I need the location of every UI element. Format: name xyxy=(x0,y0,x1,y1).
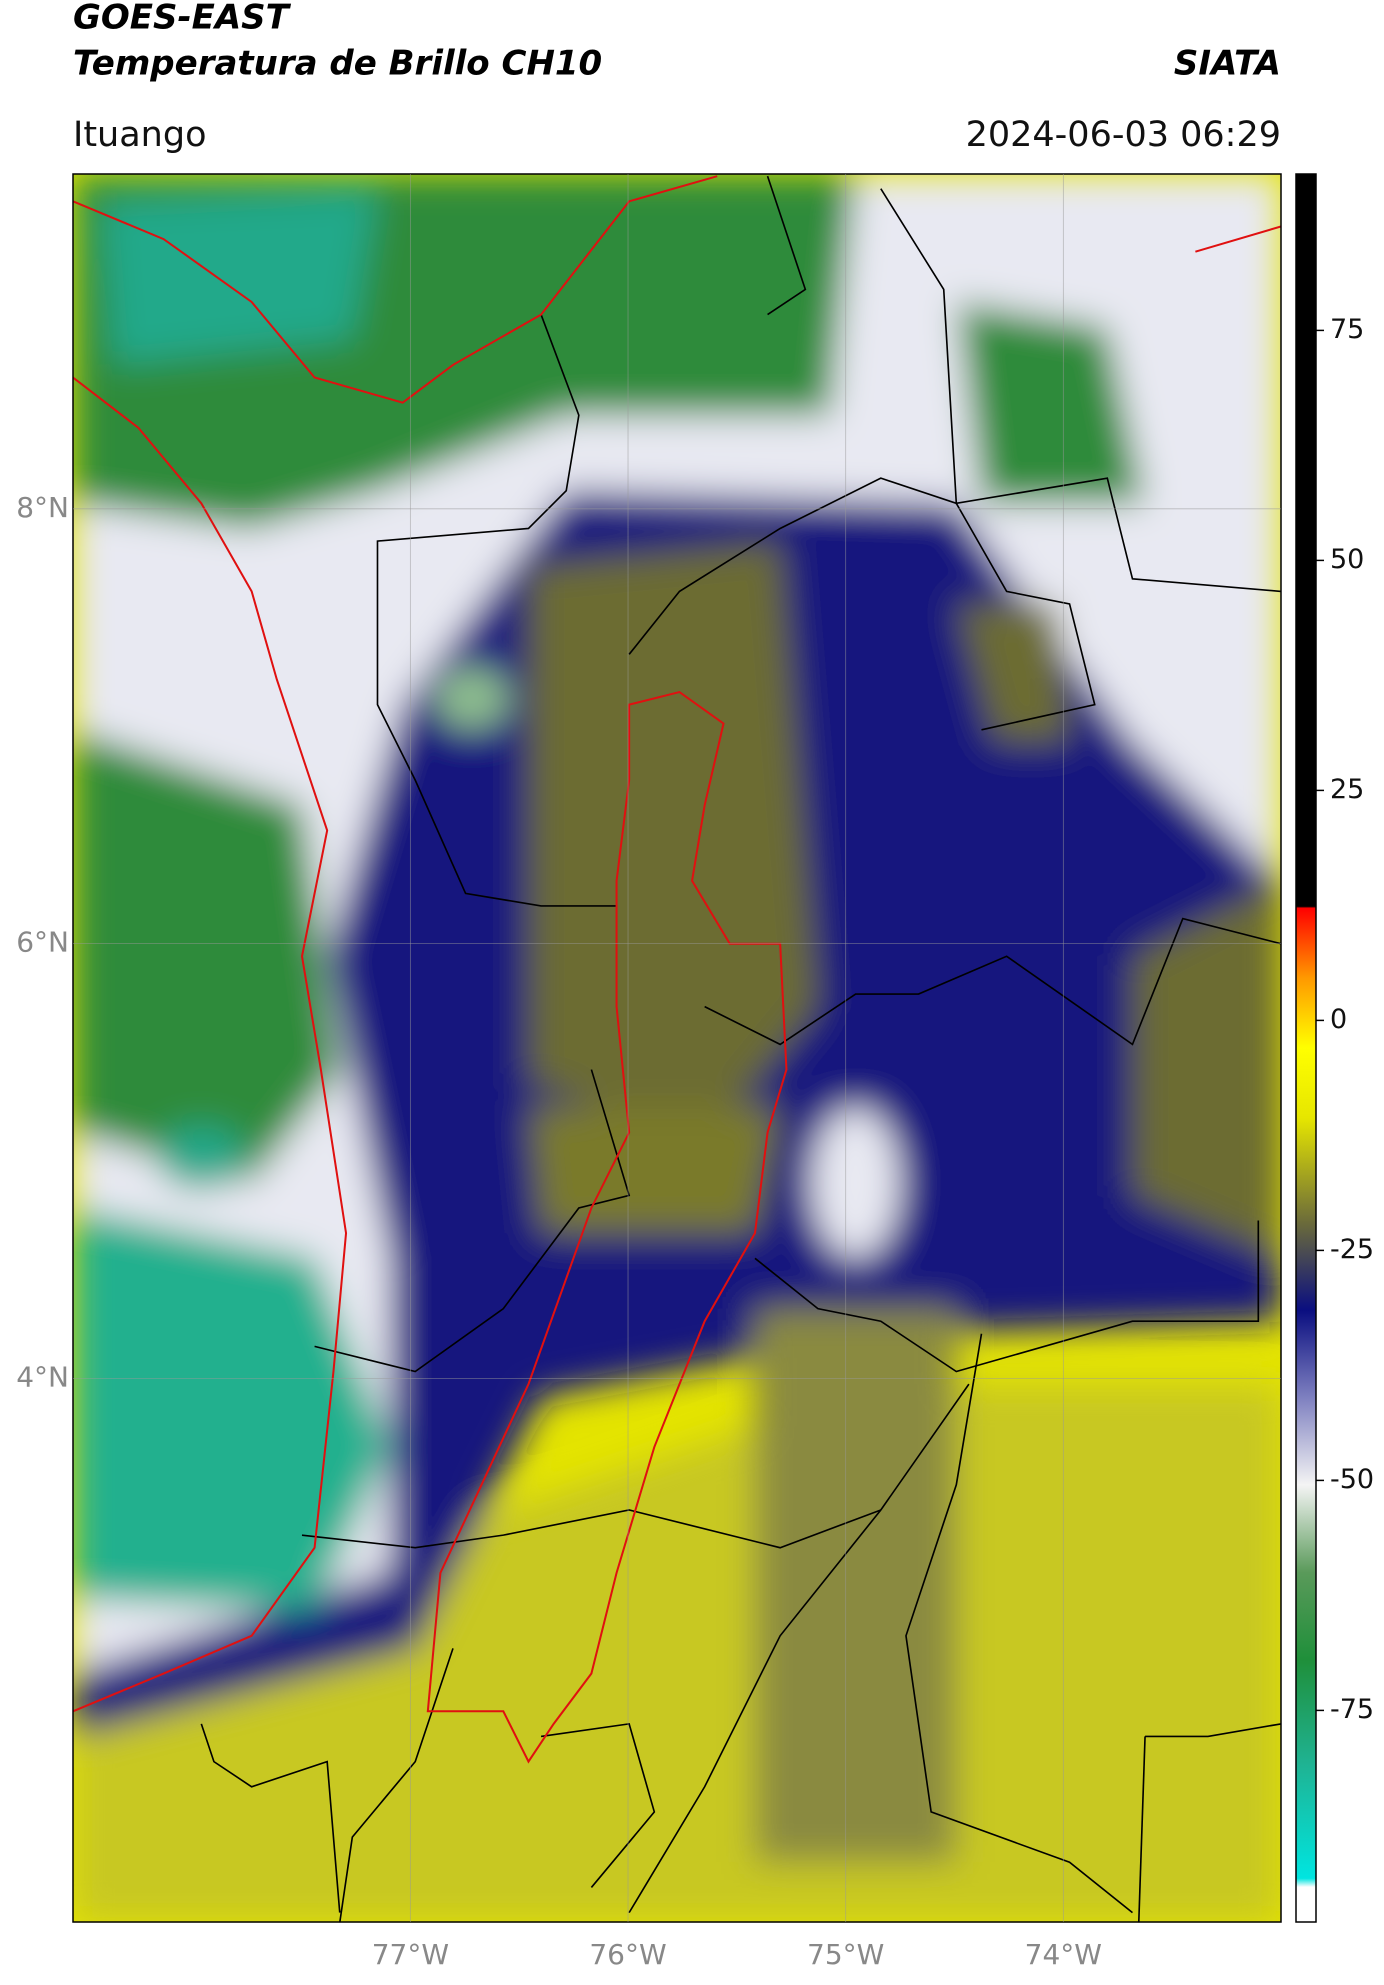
subtitle: Temperatura de Brillo CH10 xyxy=(73,44,602,84)
colorbar-tick-label: 25 xyxy=(1330,774,1364,805)
y-tick-label: 6°N xyxy=(16,926,69,959)
colorbar-tick-label: -75 xyxy=(1330,1694,1374,1725)
colorbar-tick-label: -50 xyxy=(1330,1464,1374,1495)
map-frame xyxy=(72,173,1282,1923)
colorbar xyxy=(1295,173,1317,1923)
region-borders xyxy=(72,175,1281,1764)
y-tick-label: 8°N xyxy=(16,491,69,524)
title: GOES-EAST xyxy=(73,0,292,38)
axes: 77°W 76°W 75°W 74°W 4°N 6°N 8°N -75 -50 -25 0 25 50 7… xyxy=(16,174,1374,1971)
colorbar-tick-label: 75 xyxy=(1330,314,1364,345)
location: Ituango xyxy=(73,115,207,155)
y-tick-label: 4°N xyxy=(16,1360,69,1393)
colorbar-tick-label: -25 xyxy=(1330,1234,1374,1265)
admin-borders xyxy=(200,175,1281,1923)
datetime: 2024-06-03 06:29 xyxy=(966,115,1281,155)
x-tick-label: 74°W xyxy=(1025,1938,1102,1971)
x-tick-label: 77°W xyxy=(372,1938,449,1971)
x-tick-label: 76°W xyxy=(589,1938,666,1971)
colorbar-tick-label: 0 xyxy=(1330,1004,1347,1035)
colorbar-tick-label: 50 xyxy=(1330,544,1364,575)
map-image xyxy=(72,173,1281,1923)
x-tick-label: 75°W xyxy=(807,1938,884,1971)
source: SIATA xyxy=(1174,44,1281,84)
